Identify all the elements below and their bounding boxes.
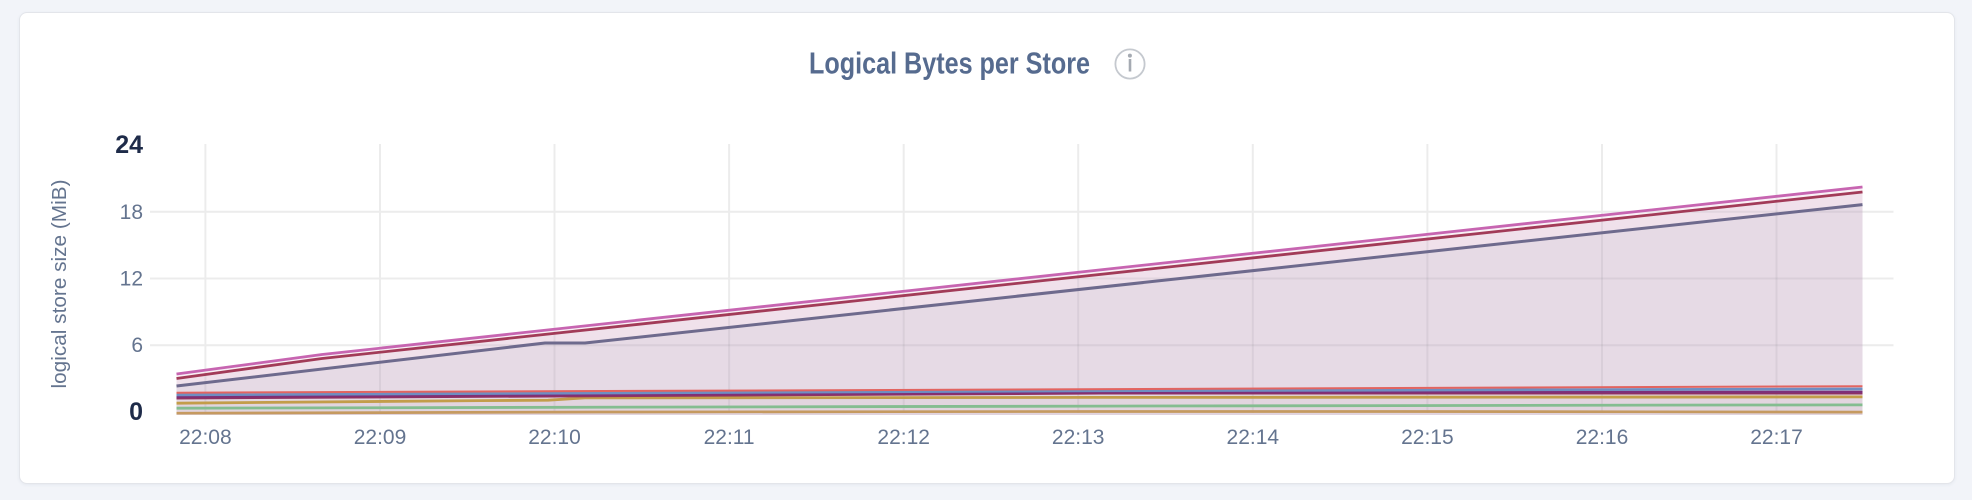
svg-text:logical store size (MiB): logical store size (MiB): [49, 180, 71, 389]
svg-text:12: 12: [120, 268, 143, 291]
svg-text:6: 6: [131, 334, 143, 357]
svg-text:22:13: 22:13: [1052, 426, 1105, 449]
svg-text:22:11: 22:11: [704, 426, 755, 449]
svg-text:24: 24: [115, 131, 143, 159]
svg-text:22:09: 22:09: [354, 426, 407, 449]
svg-text:22:17: 22:17: [1750, 426, 1803, 449]
svg-text:22:15: 22:15: [1401, 426, 1454, 449]
svg-text:22:08: 22:08: [179, 426, 232, 449]
svg-text:22:12: 22:12: [877, 426, 930, 449]
svg-text:18: 18: [120, 201, 143, 224]
svg-text:22:16: 22:16: [1576, 426, 1629, 449]
svg-text:0: 0: [129, 398, 143, 426]
svg-text:22:14: 22:14: [1227, 426, 1280, 449]
svg-text:Logical Bytes per Store: Logical Bytes per Store: [809, 46, 1090, 81]
svg-text:22:10: 22:10: [528, 426, 581, 449]
